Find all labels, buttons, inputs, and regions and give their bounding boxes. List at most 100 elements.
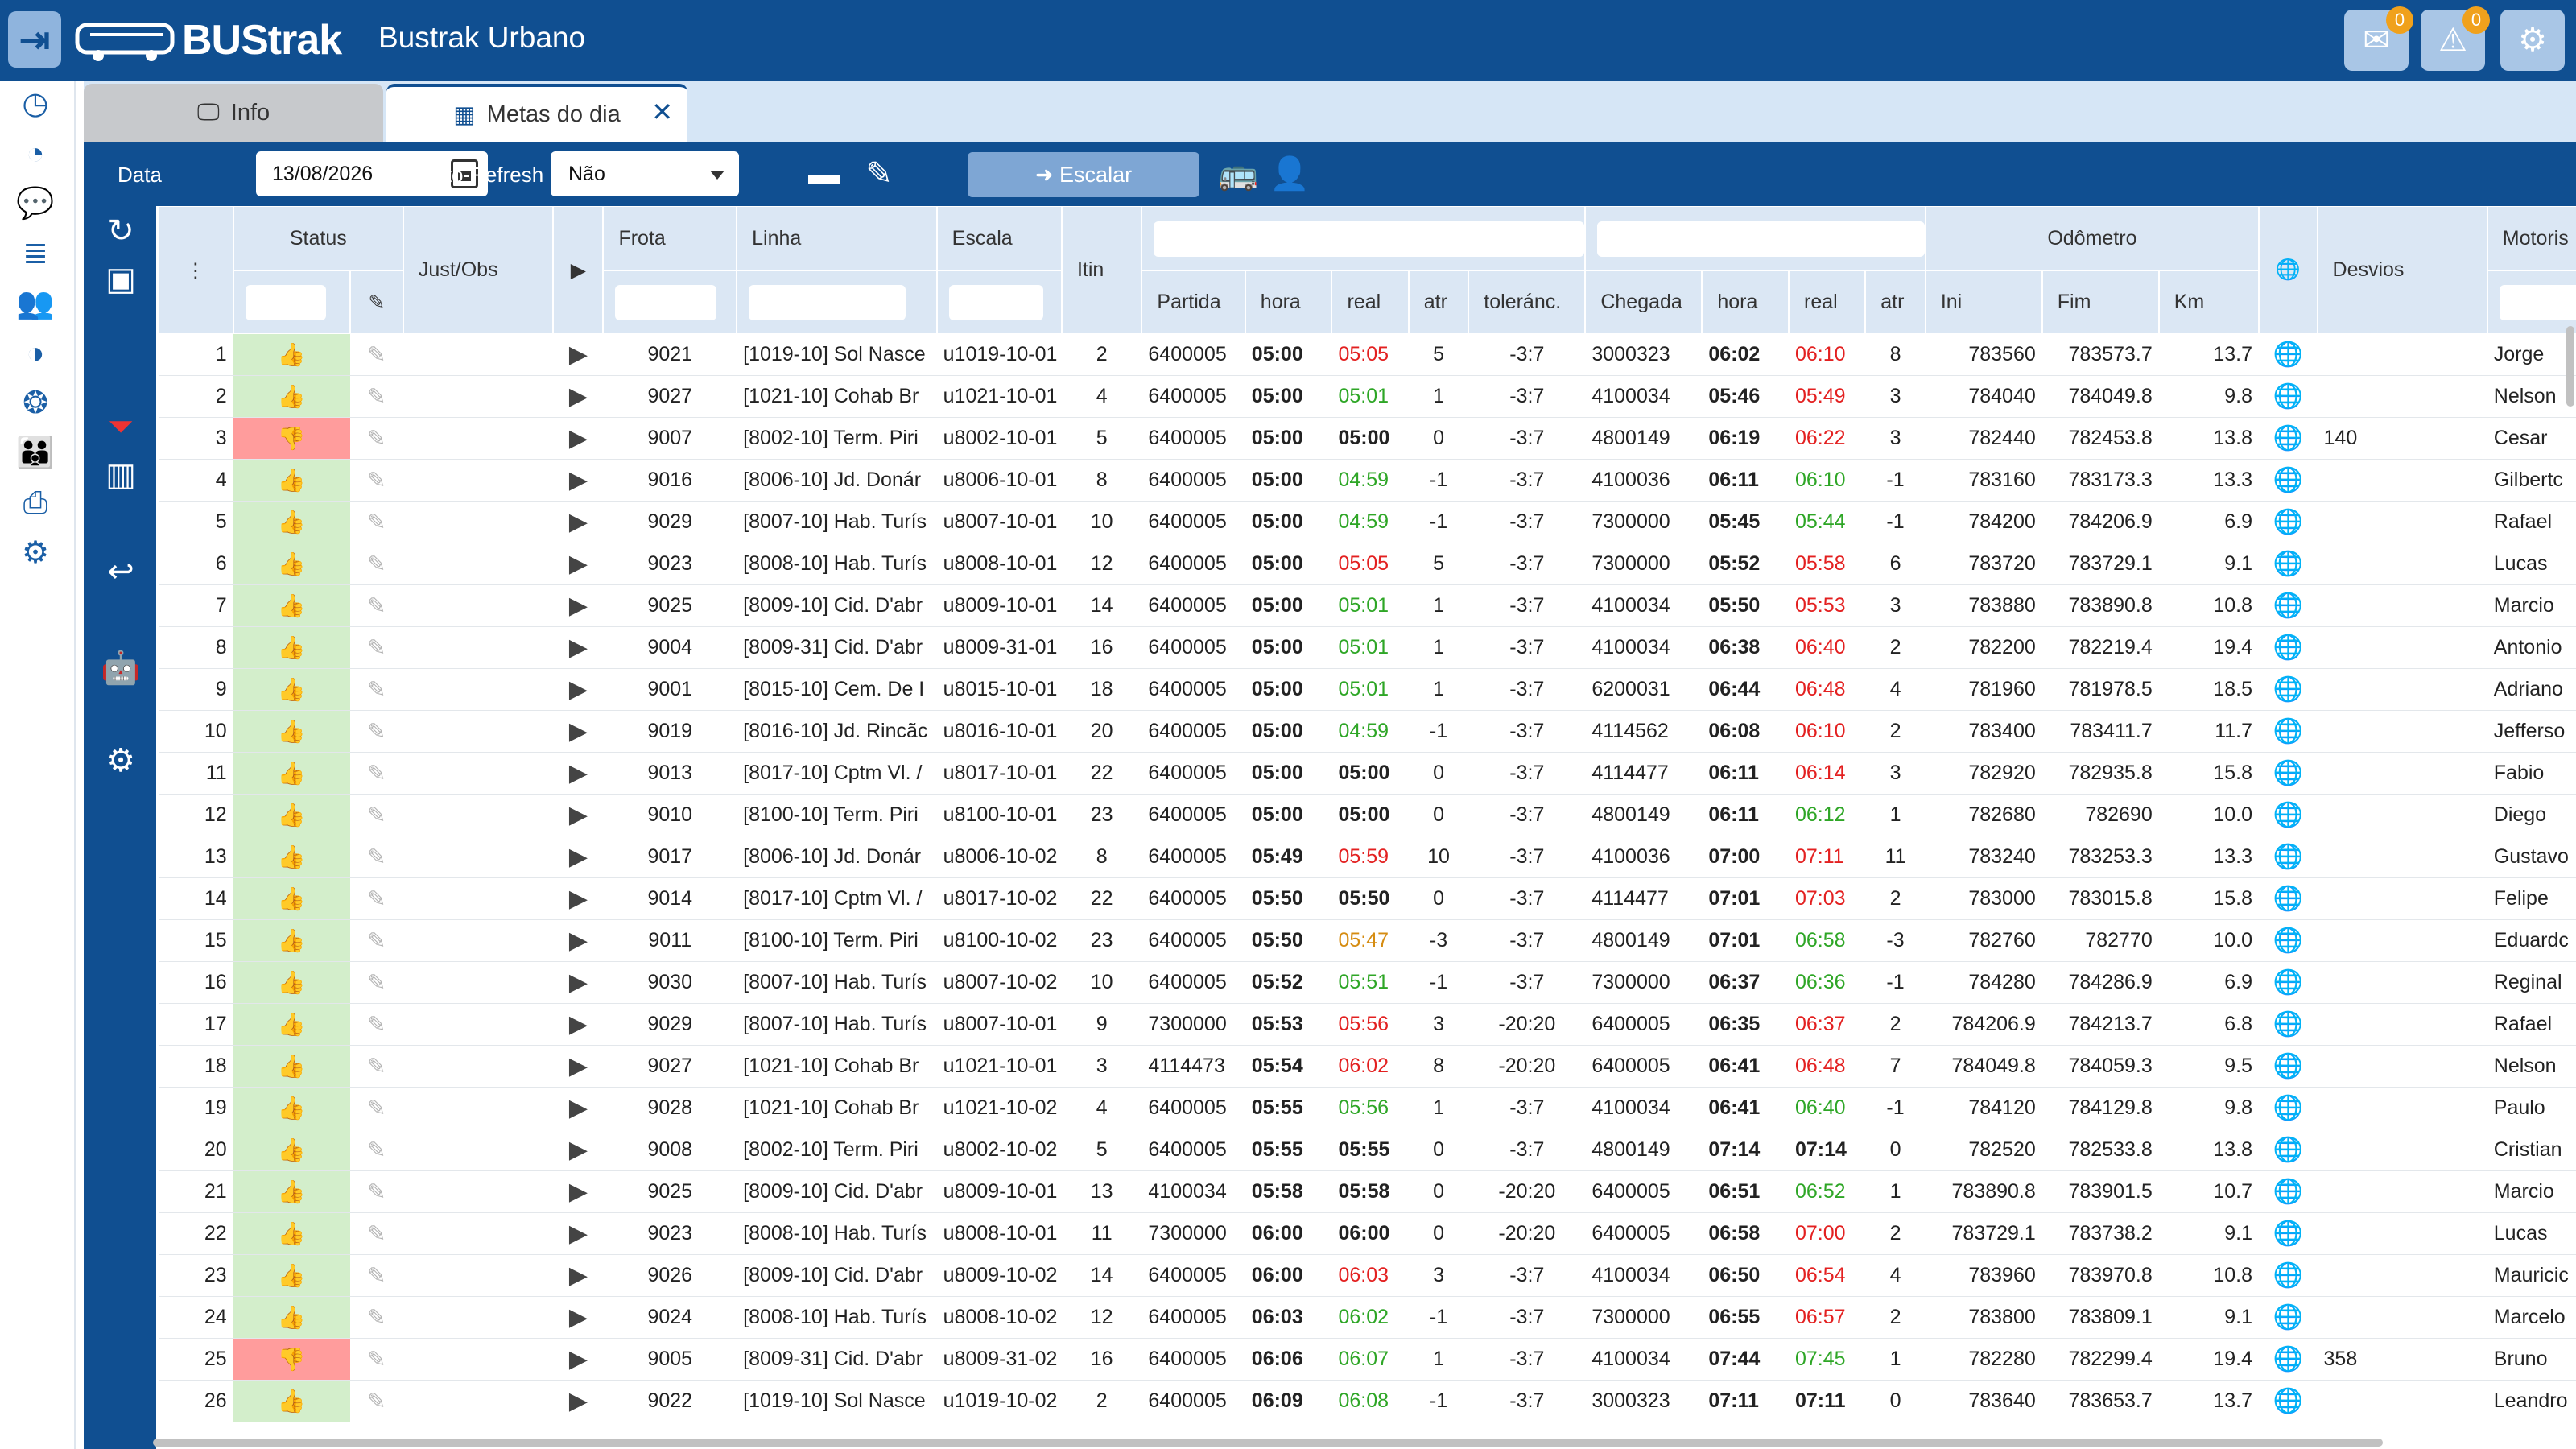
edit-row-icon[interactable]: ✎ bbox=[349, 836, 403, 878]
play-icon[interactable]: ▶ bbox=[553, 668, 604, 711]
table-row[interactable]: 26 👍 ✎ ▶ 9022 [1019-10] Sol Nasce u1019-10-02 2… bbox=[158, 1380, 2576, 1422]
just-obs-cell[interactable] bbox=[402, 836, 554, 878]
globe-icon[interactable]: 🌐 bbox=[2259, 752, 2318, 795]
table-row[interactable]: 6 👍 ✎ ▶ 9023 [8008-10] Hab. Turís u8008-10-01 1… bbox=[158, 543, 2576, 585]
thumbs-up-icon[interactable]: 👍 bbox=[233, 961, 350, 1004]
thumbs-up-icon[interactable]: 👍 bbox=[233, 333, 350, 376]
just-obs-cell[interactable] bbox=[402, 1087, 554, 1129]
play-icon[interactable]: ▶ bbox=[553, 584, 604, 627]
just-obs-cell[interactable] bbox=[402, 1045, 554, 1088]
play-icon[interactable]: ▶ bbox=[553, 501, 604, 543]
motorista-filter[interactable] bbox=[2487, 270, 2576, 334]
thumbs-up-icon[interactable]: 👍 bbox=[233, 626, 350, 669]
globe-icon[interactable]: 🌐 bbox=[2259, 1003, 2318, 1046]
just-obs-cell[interactable] bbox=[402, 919, 554, 962]
thumbs-up-icon[interactable]: 👍 bbox=[233, 1087, 350, 1129]
just-obs-cell[interactable] bbox=[402, 1338, 554, 1381]
just-obs-cell[interactable] bbox=[402, 417, 554, 460]
brain-icon[interactable]: ❂ bbox=[23, 386, 48, 420]
play-icon[interactable]: ▶ bbox=[553, 1212, 604, 1255]
table-row[interactable]: 20 👍 ✎ ▶ 9008 [8002-10] Term. Piri u8002-10-02… bbox=[158, 1129, 2576, 1171]
table-row[interactable]: 4 👍 ✎ ▶ 9016 [8006-10] Jd. Donár u8006-10-01 8 6… bbox=[158, 459, 2576, 502]
play-icon[interactable]: ▶ bbox=[553, 919, 604, 962]
edit-row-icon[interactable]: ✎ bbox=[349, 1003, 403, 1046]
play-all-icon[interactable]: ▶ bbox=[552, 206, 605, 334]
play-icon[interactable]: ▶ bbox=[553, 459, 604, 502]
escala-filter[interactable] bbox=[936, 270, 1063, 334]
comment-icon[interactable]: ▬ bbox=[808, 156, 840, 192]
play-icon[interactable]: ▶ bbox=[553, 375, 604, 418]
thumbs-up-icon[interactable]: 👍 bbox=[233, 1129, 350, 1171]
table-row[interactable]: 25 👎 ✎ ▶ 9005 [8009-31] Cid. D'abr u8009-31-02… bbox=[158, 1338, 2576, 1381]
thumbs-up-icon[interactable]: 👍 bbox=[233, 501, 350, 543]
frota-filter[interactable] bbox=[602, 270, 738, 334]
edit-row-icon[interactable]: ✎ bbox=[349, 1212, 403, 1255]
partida-filter-select[interactable] bbox=[1141, 206, 1587, 271]
just-obs-cell[interactable] bbox=[402, 1003, 554, 1046]
table-row[interactable]: 22 👍 ✎ ▶ 9023 [8008-10] Hab. Turís u8008-10-01… bbox=[158, 1212, 2576, 1255]
edit-row-icon[interactable]: ✎ bbox=[349, 584, 403, 627]
edit-row-icon[interactable]: ✎ bbox=[349, 417, 403, 460]
play-icon[interactable]: ▶ bbox=[553, 1338, 604, 1381]
globe-icon[interactable]: 🌐 bbox=[2259, 501, 2318, 543]
just-obs-cell[interactable] bbox=[402, 333, 554, 376]
table-row[interactable]: 18 👍 ✎ ▶ 9027 [1021-10] Cohab Br u1021-10-01 3 4… bbox=[158, 1045, 2576, 1088]
print-icon[interactable]: ⎙ bbox=[23, 486, 48, 520]
thumbs-up-icon[interactable]: 👍 bbox=[233, 877, 350, 920]
just-obs-cell[interactable] bbox=[402, 375, 554, 418]
thumbs-up-icon[interactable]: 👍 bbox=[233, 1045, 350, 1088]
just-obs-cell[interactable] bbox=[402, 626, 554, 669]
horizontal-scrollbar[interactable] bbox=[153, 1439, 2383, 1447]
edit-row-icon[interactable]: ✎ bbox=[349, 752, 403, 795]
just-obs-cell[interactable] bbox=[402, 1254, 554, 1297]
just-obs-cell[interactable] bbox=[402, 961, 554, 1004]
just-obs-cell[interactable] bbox=[402, 1212, 554, 1255]
linha-filter[interactable] bbox=[736, 270, 938, 334]
play-icon[interactable]: ▶ bbox=[553, 543, 604, 585]
thumbs-up-icon[interactable]: 👍 bbox=[233, 919, 350, 962]
just-obs-cell[interactable] bbox=[402, 1296, 554, 1339]
play-icon[interactable]: ▶ bbox=[553, 626, 604, 669]
globe-icon[interactable]: 🌐 bbox=[2259, 836, 2318, 878]
just-obs-cell[interactable] bbox=[402, 501, 554, 543]
just-obs-cell[interactable] bbox=[402, 543, 554, 585]
chegada-filter-select[interactable] bbox=[1584, 206, 1926, 271]
just-obs-cell[interactable] bbox=[402, 877, 554, 920]
cog-icon[interactable]: ⚙ bbox=[106, 743, 135, 778]
thumbs-up-icon[interactable]: 👍 bbox=[233, 1380, 350, 1422]
globe-icon[interactable]: 🌐 bbox=[2259, 1129, 2318, 1171]
cogs-icon[interactable]: ⚙ bbox=[21, 536, 50, 570]
play-icon[interactable]: ▶ bbox=[553, 836, 604, 878]
table-row[interactable]: 10 👍 ✎ ▶ 9019 [8016-10] Jd. Rincãc u8016-10-01… bbox=[158, 710, 2576, 753]
clock-icon[interactable]: ◷ bbox=[22, 87, 49, 121]
play-icon[interactable]: ▶ bbox=[553, 1087, 604, 1129]
team-icon[interactable]: 👪 bbox=[16, 436, 55, 470]
globe-icon[interactable]: 🌐 bbox=[2259, 1170, 2318, 1213]
play-icon[interactable]: ▶ bbox=[553, 1170, 604, 1213]
bar-chart-icon[interactable]: ▥ bbox=[105, 457, 136, 493]
calendar-icon[interactable] bbox=[451, 159, 478, 188]
just-obs-cell[interactable] bbox=[402, 794, 554, 836]
vertical-scrollbar[interactable] bbox=[2566, 326, 2574, 407]
play-icon[interactable]: ▶ bbox=[553, 333, 604, 376]
edit-row-icon[interactable]: ✎ bbox=[349, 1338, 403, 1381]
thumbs-up-icon[interactable]: 👍 bbox=[233, 752, 350, 795]
globe-icon[interactable]: 🌐 bbox=[2259, 1045, 2318, 1088]
globe-icon[interactable]: 🌐 bbox=[2259, 584, 2318, 627]
pie-chart-icon[interactable]: ◔ bbox=[26, 137, 45, 171]
just-obs-cell[interactable] bbox=[402, 459, 554, 502]
play-icon[interactable]: ▶ bbox=[553, 1045, 604, 1088]
globe-icon[interactable]: 🌐 bbox=[2259, 668, 2318, 711]
play-icon[interactable]: ▶ bbox=[553, 877, 604, 920]
table-row[interactable]: 23 👍 ✎ ▶ 9026 [8009-10] Cid. D'abr u8009-10-02… bbox=[158, 1254, 2576, 1297]
thumbs-down-icon[interactable]: 👎 bbox=[233, 417, 350, 460]
table-row[interactable]: 12 👍 ✎ ▶ 9010 [8100-10] Term. Piri u8100-10-01… bbox=[158, 794, 2576, 836]
edit-row-icon[interactable]: ✎ bbox=[349, 1380, 403, 1422]
edit-row-icon[interactable]: ✎ bbox=[349, 1254, 403, 1297]
globe-icon[interactable]: 🌐 bbox=[2259, 626, 2318, 669]
play-icon[interactable]: ▶ bbox=[553, 1129, 604, 1171]
edit-row-icon[interactable]: ✎ bbox=[349, 543, 403, 585]
edit-header-icon[interactable]: ✎ bbox=[349, 270, 404, 334]
just-obs-cell[interactable] bbox=[402, 710, 554, 753]
